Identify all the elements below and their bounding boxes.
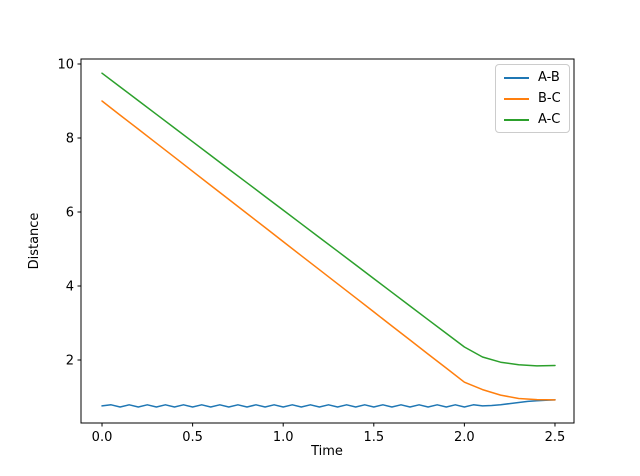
legend-line-swatch [504, 118, 529, 121]
legend-item-A-C: A-C [504, 112, 560, 127]
legend-label: A-C [538, 112, 561, 127]
legend-label: A-B [538, 70, 560, 85]
x-tick-label: 2.0 [454, 430, 475, 445]
x-tick-label: 0.5 [182, 430, 203, 445]
legend-item-A-B: A-B [504, 70, 560, 85]
legend-line-swatch [504, 76, 529, 79]
legend: A-B B-C A-C [495, 64, 570, 133]
series-line-A-C [101, 72, 556, 367]
x-tick-label: 2.5 [545, 430, 566, 445]
y-tick-label: 8 [66, 131, 74, 146]
y-tick-label: 4 [66, 279, 74, 294]
x-axis-label: Time [310, 444, 343, 459]
y-tick-label: 6 [66, 205, 74, 220]
y-axis-label: Distance [27, 213, 42, 270]
y-tick-label: 10 [57, 57, 74, 72]
series-line-B-C [101, 100, 556, 401]
x-tick-label: 0.0 [92, 430, 113, 445]
legend-line-swatch [504, 97, 529, 100]
y-tick-label: 2 [66, 353, 74, 368]
axes-frame [80, 58, 575, 424]
x-tick-label: 1.0 [273, 430, 294, 445]
legend-label: B-C [538, 91, 561, 106]
x-tick-label: 1.5 [363, 430, 384, 445]
series-line-A-B [101, 399, 556, 408]
legend-item-B-C: B-C [504, 91, 561, 106]
